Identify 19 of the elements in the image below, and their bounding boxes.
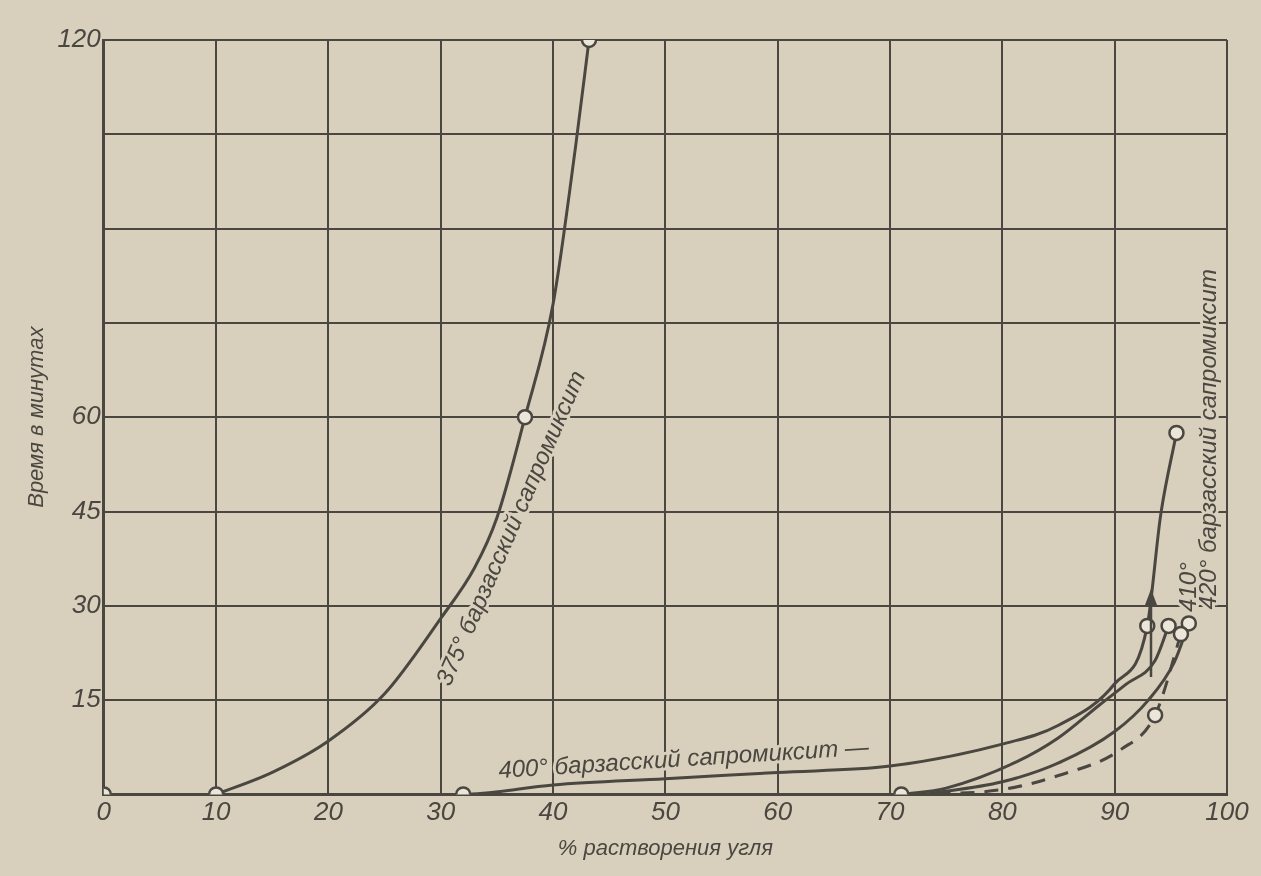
y-tick-label: 120	[57, 23, 102, 54]
x-tick-label: 100	[1205, 796, 1250, 827]
x-tick-label: 0	[96, 796, 112, 827]
x-tick-label: 80	[987, 796, 1018, 827]
y-tick-label: 30	[71, 589, 102, 620]
series-label: 400° барзасский сапромиксит —	[497, 732, 871, 783]
y-axis-title: Время в минутах	[23, 325, 49, 508]
x-tick-label: 30	[426, 796, 456, 827]
x-tick-label: 40	[538, 796, 569, 827]
y-tick-label: 60	[71, 400, 102, 431]
x-tick-label: 60	[763, 796, 793, 827]
x-tick-label: 10	[201, 796, 232, 827]
x-tick-label: 50	[650, 796, 681, 827]
y-tick-label: 45	[71, 494, 102, 525]
x-tick-label: 20	[312, 796, 344, 827]
x-tick-label: 70	[875, 796, 906, 827]
x-tick-label: 90	[1100, 796, 1130, 827]
y-tick-label: 15	[71, 683, 102, 714]
x-axis-title: % растворения угля	[557, 834, 774, 860]
